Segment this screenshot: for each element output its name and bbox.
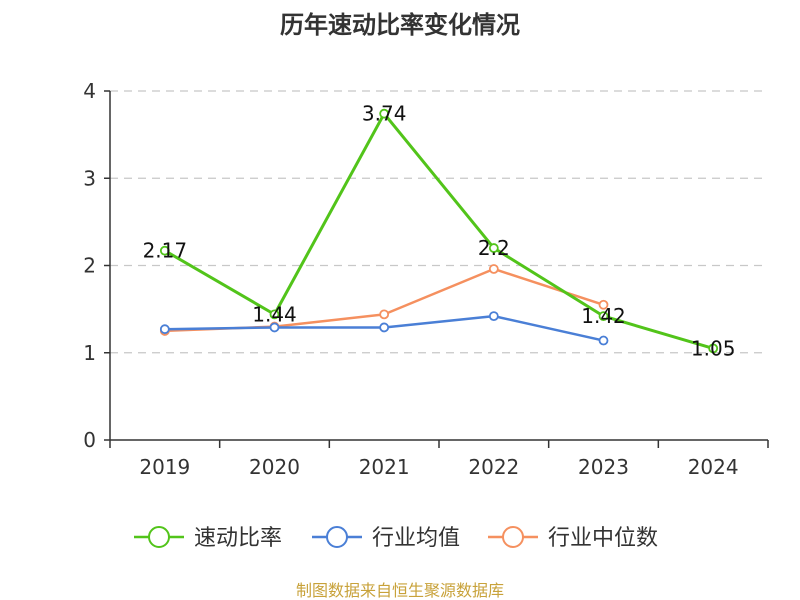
series-0 [159, 108, 719, 354]
data-label: 2.17 [143, 239, 188, 263]
chart-title: 历年速动比率变化情况 [280, 11, 520, 39]
data-point [488, 243, 499, 253]
data-point [488, 311, 499, 322]
x-tick-label: 2024 [688, 455, 739, 479]
data-point [159, 245, 170, 256]
y-tick-label: 0 [83, 428, 96, 452]
data-label: 1.42 [581, 304, 626, 328]
legend-marker-icon [502, 526, 524, 548]
data-point [598, 299, 609, 310]
data-label: 2.2 [478, 236, 510, 260]
legend-label: 行业均值 [372, 526, 460, 551]
legend-item-0[interactable]: 速动比率 [134, 526, 282, 551]
legend-label: 速动比率 [194, 526, 282, 551]
data-labels: 2.17 1.44 3.74 2.2 1.42 1.05 [143, 102, 736, 361]
x-tick-label: 2020 [249, 455, 300, 479]
legend-item-1[interactable]: 行业均值 [312, 526, 460, 551]
axes: 0 1 2 3 4 2019 2020 2021 2022 2023 2024 [83, 79, 769, 479]
x-tick-label: 2021 [359, 455, 410, 479]
x-tick-label: 2019 [139, 455, 190, 479]
data-point [269, 322, 280, 333]
data-point [379, 322, 390, 333]
data-point [488, 264, 499, 274]
legend-marker-icon [326, 526, 348, 548]
data-point [598, 335, 609, 346]
series-lines [159, 108, 719, 354]
x-tick-label: 2023 [578, 455, 629, 479]
legend-marker-icon [148, 526, 170, 548]
data-point [269, 309, 280, 320]
data-point [159, 324, 170, 335]
data-point [379, 309, 390, 320]
legend[interactable]: 速动比率 行业均值 行业中位数 [134, 526, 658, 551]
data-point [598, 311, 609, 322]
y-tick-label: 2 [83, 254, 96, 278]
data-point [708, 343, 719, 354]
y-tick-label: 4 [83, 79, 96, 103]
series-1 [159, 311, 609, 346]
gridlines [110, 90, 768, 354]
y-tick-label: 3 [83, 166, 96, 190]
data-label: 1.44 [252, 302, 297, 326]
data-label: 1.05 [691, 336, 736, 360]
data-label: 3.74 [362, 102, 407, 126]
series-line-速动比率 [164, 112, 714, 350]
legend-label: 行业中位数 [548, 526, 658, 551]
source-note: 制图数据来自恒生聚源数据库 [296, 581, 504, 600]
y-tick-label: 1 [83, 341, 96, 365]
legend-item-2[interactable]: 行业中位数 [488, 526, 658, 551]
series-line-行业中位数 [164, 267, 604, 333]
x-tick-label: 2022 [468, 455, 519, 479]
data-point [379, 108, 390, 119]
